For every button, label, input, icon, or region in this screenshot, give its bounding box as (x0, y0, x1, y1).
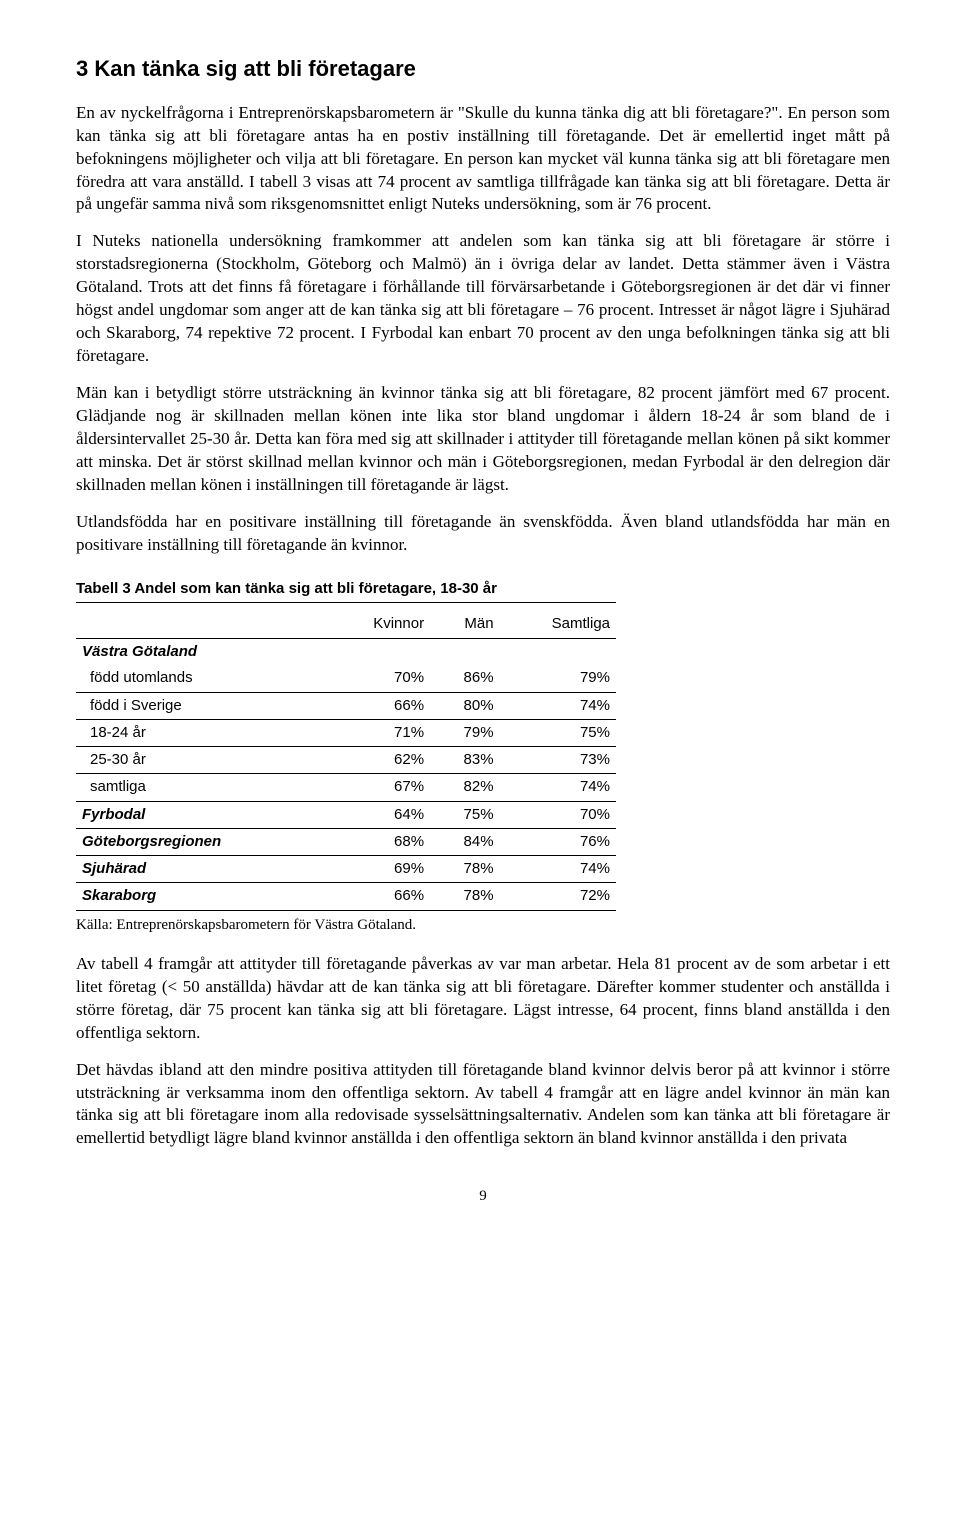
cell: 75% (430, 801, 500, 828)
paragraph: I Nuteks nationella undersökning framkom… (76, 230, 890, 368)
cell: 86% (430, 665, 500, 692)
cell: 74% (500, 856, 616, 883)
cell: 64% (326, 801, 430, 828)
table-header-row: Kvinnor Män Samtliga (76, 609, 616, 639)
table-row: född utomlands 70% 86% 79% (76, 665, 616, 692)
cell: 74% (500, 774, 616, 801)
row-label: 25-30 år (76, 747, 326, 774)
cell: 78% (430, 856, 500, 883)
table-row: Skaraborg 66% 78% 72% (76, 883, 616, 910)
table-row: född i Sverige 66% 80% 74% (76, 692, 616, 719)
cell: 84% (430, 828, 500, 855)
cell: 72% (500, 883, 616, 910)
cell: 71% (326, 719, 430, 746)
table-row: 25-30 år 62% 83% 73% (76, 747, 616, 774)
cell: 78% (430, 883, 500, 910)
cell: 66% (326, 883, 430, 910)
cell: 75% (500, 719, 616, 746)
row-label: Skaraborg (76, 883, 326, 910)
page-number: 9 (76, 1186, 890, 1206)
cell: 69% (326, 856, 430, 883)
col-kvinnor: Kvinnor (326, 609, 430, 639)
paragraph: En av nyckelfrågorna i Entreprenörskapsb… (76, 102, 890, 217)
row-label: född utomlands (76, 665, 326, 692)
cell: 74% (500, 692, 616, 719)
col-blank (76, 609, 326, 639)
cell: 80% (430, 692, 500, 719)
col-samtliga: Samtliga (500, 609, 616, 639)
table-source: Källa: Entreprenörskapsbarometern för Vä… (76, 915, 616, 935)
paragraph: Utlandsfödda har en positivare inställni… (76, 511, 890, 557)
cell: 70% (500, 801, 616, 828)
row-label: Göteborgsregionen (76, 828, 326, 855)
table-section-row: Västra Götaland (76, 639, 616, 666)
cell: 67% (326, 774, 430, 801)
paragraph: Män kan i betydligt större utsträckning … (76, 382, 890, 497)
row-label: 18-24 år (76, 719, 326, 746)
table-row: Sjuhärad 69% 78% 74% (76, 856, 616, 883)
paragraph: Det hävdas ibland att den mindre positiv… (76, 1059, 890, 1151)
cell: 66% (326, 692, 430, 719)
table-title: Tabell 3 Andel som kan tänka sig att bli… (76, 579, 616, 603)
row-label: född i Sverige (76, 692, 326, 719)
cell: 68% (326, 828, 430, 855)
cell: 70% (326, 665, 430, 692)
cell: 79% (500, 665, 616, 692)
row-label: Fyrbodal (76, 801, 326, 828)
table-row: Göteborgsregionen 68% 84% 76% (76, 828, 616, 855)
cell: 73% (500, 747, 616, 774)
cell: 79% (430, 719, 500, 746)
cell: 82% (430, 774, 500, 801)
data-table: Kvinnor Män Samtliga Västra Götaland föd… (76, 609, 616, 911)
section-label: Västra Götaland (76, 639, 326, 666)
row-label: Sjuhärad (76, 856, 326, 883)
row-label: samtliga (76, 774, 326, 801)
paragraph: Av tabell 4 framgår att attityder till f… (76, 953, 890, 1045)
table-row: 18-24 år 71% 79% 75% (76, 719, 616, 746)
table-row: samtliga 67% 82% 74% (76, 774, 616, 801)
col-man: Män (430, 609, 500, 639)
cell: 76% (500, 828, 616, 855)
cell: 62% (326, 747, 430, 774)
cell: 83% (430, 747, 500, 774)
section-heading: 3 Kan tänka sig att bli företagare (76, 54, 890, 84)
table-row: Fyrbodal 64% 75% 70% (76, 801, 616, 828)
